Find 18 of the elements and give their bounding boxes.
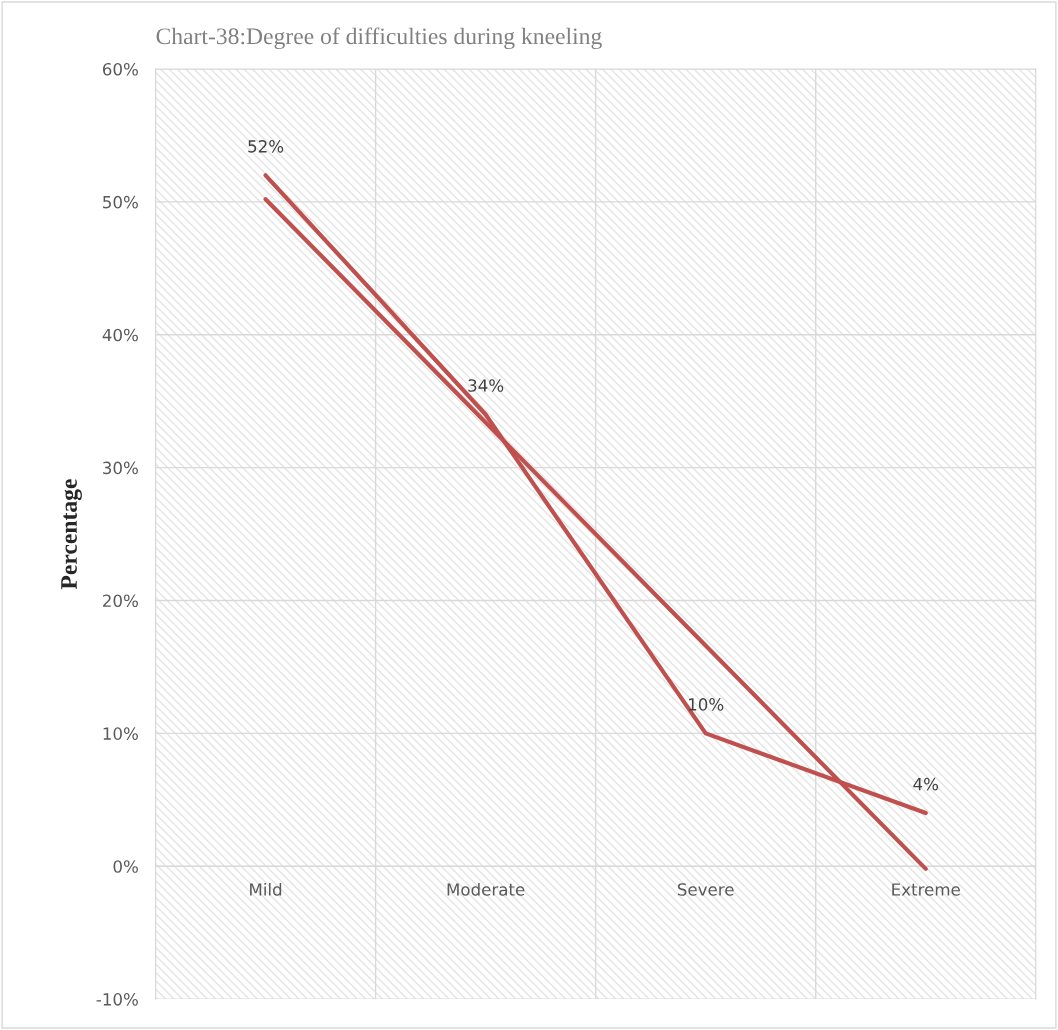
data-label: 10% — [688, 698, 724, 711]
x-tick-label: Severe — [677, 883, 734, 896]
x-tick-label: Moderate — [447, 882, 525, 896]
data-label: 34% — [468, 379, 504, 392]
y-tick-label: 30% — [103, 461, 138, 475]
y-tick-label: 50% — [103, 195, 138, 209]
y-axis-title: Percentage — [61, 479, 82, 590]
data-label: 52% — [248, 140, 284, 153]
data-label: 4% — [913, 777, 939, 791]
y-tick-label: 0% — [113, 860, 138, 873]
x-tick-label: Mild — [250, 882, 282, 896]
y-tick-label: -10% — [96, 993, 138, 1006]
y-tick-label: 60% — [102, 62, 138, 76]
y-tick-label: 40% — [102, 328, 138, 342]
chart-title: Chart-38:Degree of difficulties during kneeling — [156, 27, 602, 50]
y-tick-label: 10% — [103, 727, 138, 740]
y-tick-label: 20% — [103, 594, 138, 608]
x-tick-label: Extreme — [892, 883, 960, 896]
